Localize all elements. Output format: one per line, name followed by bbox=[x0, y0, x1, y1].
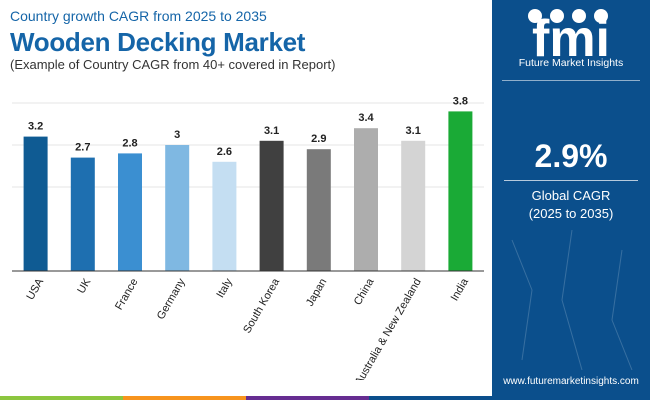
bar-germany bbox=[165, 145, 190, 271]
x-tick-label: South Korea bbox=[241, 276, 282, 336]
brand-name: Future Market Insights bbox=[518, 57, 624, 69]
bar-south-korea bbox=[259, 140, 284, 271]
data-label: 2.7 bbox=[75, 142, 90, 154]
x-tick-label: Japan bbox=[304, 277, 329, 309]
x-tick-label: India bbox=[449, 276, 472, 303]
bar-japan bbox=[306, 149, 331, 271]
logo-dot-icon bbox=[572, 9, 586, 23]
global-cagr-period: (2025 to 2035) bbox=[528, 206, 614, 221]
x-tick-label: USA bbox=[24, 276, 46, 302]
data-label: 3.1 bbox=[264, 125, 279, 137]
logo-dot-icon bbox=[594, 9, 608, 23]
bar-china bbox=[354, 128, 378, 271]
x-tick-label: Italy bbox=[215, 276, 236, 300]
data-label: 3.1 bbox=[406, 125, 421, 137]
page-title: Wooden Decking Market bbox=[10, 27, 306, 57]
strip-segment-purple bbox=[246, 396, 369, 400]
x-tick-label: France bbox=[113, 277, 141, 313]
data-label: 3.4 bbox=[358, 112, 374, 124]
cagr-divider bbox=[504, 180, 638, 181]
bar-india bbox=[448, 111, 473, 272]
bottom-color-strip bbox=[0, 396, 492, 400]
global-cagr-value: 2.9% bbox=[534, 138, 608, 174]
bar-france bbox=[118, 153, 142, 271]
data-label: 3.8 bbox=[453, 95, 468, 107]
strip-segment-blue bbox=[369, 396, 492, 400]
fmi-logo-icon: fmi bbox=[528, 9, 610, 68]
chart-top-line: Country growth CAGR from 2025 to 2035 bbox=[10, 8, 267, 24]
side-panel: fmi Future Market Insights 2.9% Global C… bbox=[492, 0, 650, 400]
bar-usa bbox=[23, 136, 48, 271]
data-label: 3.2 bbox=[28, 121, 43, 133]
x-tick-label: China bbox=[352, 276, 377, 308]
data-label: 3 bbox=[174, 129, 180, 141]
global-cagr-label: Global CAGR bbox=[531, 188, 611, 203]
logo-dot-icon bbox=[528, 9, 542, 23]
strip-segment-green bbox=[0, 396, 123, 400]
decorative-texture-icon bbox=[511, 230, 633, 370]
bar-chart: 3.2 USA 2.7 UK 2.8 France 3 Germany 2.6 Italy 3.1 S… bbox=[12, 95, 484, 380]
logo-dot-icon bbox=[550, 9, 564, 23]
data-label: 2.9 bbox=[311, 133, 326, 145]
bar-uk bbox=[70, 157, 95, 271]
bar-italy bbox=[212, 161, 237, 271]
x-tick-label: Germany bbox=[155, 276, 188, 322]
data-label: 2.6 bbox=[217, 146, 232, 158]
chart-caption: (Example of Country CAGR from 40+ covere… bbox=[10, 57, 336, 72]
x-tick-label: UK bbox=[75, 276, 93, 296]
strip-segment-orange bbox=[123, 396, 246, 400]
data-label: 2.8 bbox=[122, 137, 137, 149]
bar-australia-new-zealand bbox=[401, 140, 426, 271]
brand-divider bbox=[502, 80, 640, 81]
website-link[interactable]: www.futuremarketinsights.com bbox=[503, 376, 639, 387]
